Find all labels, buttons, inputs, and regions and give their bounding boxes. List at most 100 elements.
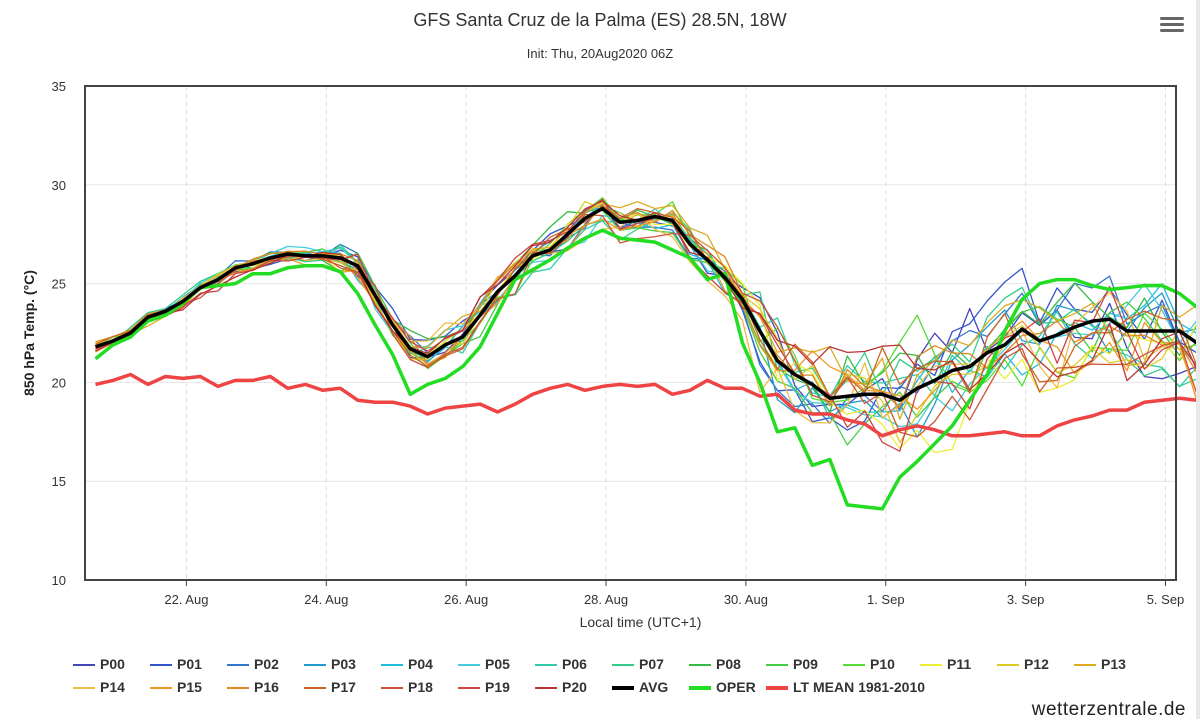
legend-label: P04 <box>408 656 433 672</box>
legend-label: P16 <box>254 679 279 695</box>
legend-item-p18[interactable]: P18 <box>381 677 433 697</box>
y-axis-title: 850 hPa Temp. (°C) <box>21 270 37 396</box>
legend-item-p19[interactable]: P19 <box>458 677 510 697</box>
series-line-p18 <box>96 215 1200 437</box>
legend-label: P18 <box>408 679 433 695</box>
legend-item-p14[interactable]: P14 <box>73 677 125 697</box>
legend-item-p02[interactable]: P02 <box>227 654 279 674</box>
legend-item-p16[interactable]: P16 <box>227 677 279 697</box>
legend-item-p06[interactable]: P06 <box>535 654 587 674</box>
series-line-p01 <box>96 205 1200 430</box>
legend-item-oper[interactable]: OPER <box>689 677 756 697</box>
x-tick-label: 3. Sep <box>1007 592 1045 607</box>
x-tick-label: 5. Sep <box>1147 592 1185 607</box>
legend-item-p11[interactable]: P11 <box>920 654 971 674</box>
y-tick-label: 10 <box>52 573 66 588</box>
legend-swatch <box>843 664 865 666</box>
legend-item-p01[interactable]: P01 <box>150 654 202 674</box>
legend-swatch <box>612 686 634 690</box>
x-tick-label: 30. Aug <box>724 592 768 607</box>
legend-item-avg[interactable]: AVG <box>612 677 668 697</box>
legend-item-p00[interactable]: P00 <box>73 654 125 674</box>
legend-item-p10[interactable]: P10 <box>843 654 895 674</box>
legend-label: P08 <box>716 656 741 672</box>
y-tick-label: 30 <box>52 178 66 193</box>
legend-item-p20[interactable]: P20 <box>535 677 587 697</box>
legend-label: P13 <box>1101 656 1126 672</box>
legend-item-p03[interactable]: P03 <box>304 654 356 674</box>
member-lines <box>96 198 1200 461</box>
x-axis-title: Local time (UTC+1) <box>580 614 702 630</box>
legend-swatch <box>1074 664 1096 666</box>
legend-swatch <box>766 686 788 690</box>
watermark: wetterzentrale.de <box>1032 699 1186 721</box>
legend-label: P06 <box>562 656 587 672</box>
series-line-oper <box>96 230 1200 509</box>
legend-label: P11 <box>947 656 971 672</box>
x-tick-label: 24. Aug <box>304 592 348 607</box>
legend-swatch <box>227 664 249 666</box>
legend-swatch <box>458 687 480 689</box>
legend-swatch <box>689 686 711 690</box>
legend-label: P05 <box>485 656 510 672</box>
legend-label: P03 <box>331 656 356 672</box>
legend-swatch <box>150 687 172 689</box>
legend-label: P02 <box>254 656 279 672</box>
legend-swatch <box>458 664 480 666</box>
x-tick-label: 1. Sep <box>867 592 905 607</box>
legend-label: P14 <box>100 679 125 695</box>
scrollbar-track[interactable] <box>1196 0 1200 719</box>
legend-swatch <box>535 664 557 666</box>
y-tick-label: 25 <box>52 277 66 292</box>
legend-item-p12[interactable]: P12 <box>997 654 1049 674</box>
legend-item-lt-mean-1981-2010[interactable]: LT MEAN 1981-2010 <box>766 677 925 697</box>
legend-label: P09 <box>793 656 818 672</box>
legend-swatch <box>304 687 326 689</box>
series-line-p14 <box>96 214 1200 423</box>
series-line-p17 <box>96 206 1200 396</box>
y-tick-label: 15 <box>52 474 66 489</box>
legend-label: P15 <box>177 679 202 695</box>
series-line-p07 <box>96 213 1200 420</box>
legend-item-p15[interactable]: P15 <box>150 677 202 697</box>
legend-swatch <box>304 664 326 666</box>
legend-swatch <box>766 664 788 666</box>
legend-swatch <box>227 687 249 689</box>
y-tick-label: 35 <box>52 79 66 94</box>
legend-label: P01 <box>177 656 202 672</box>
legend-item-p13[interactable]: P13 <box>1074 654 1126 674</box>
legend-swatch <box>381 664 403 666</box>
legend-item-p07[interactable]: P07 <box>612 654 664 674</box>
legend-item-p08[interactable]: P08 <box>689 654 741 674</box>
y-tick-label: 20 <box>52 375 66 390</box>
legend-item-p05[interactable]: P05 <box>458 654 510 674</box>
legend-swatch <box>535 687 557 689</box>
series-line-p09 <box>96 210 1200 445</box>
x-tick-label: 22. Aug <box>164 592 208 607</box>
legend-label: P20 <box>562 679 587 695</box>
legend-label: P17 <box>331 679 356 695</box>
legend-item-p09[interactable]: P09 <box>766 654 818 674</box>
legend-swatch <box>381 687 403 689</box>
legend-swatch <box>73 687 95 689</box>
legend-swatch <box>689 664 711 666</box>
series-line-p10 <box>96 198 1200 403</box>
legend-swatch <box>150 664 172 666</box>
legend-item-p17[interactable]: P17 <box>304 677 356 697</box>
legend-label: P12 <box>1024 656 1049 672</box>
legend-label: P07 <box>639 656 664 672</box>
legend-swatch <box>920 664 942 666</box>
legend-label: P00 <box>100 656 125 672</box>
legend-label: P10 <box>870 656 895 672</box>
legend-label: AVG <box>639 679 668 695</box>
series-line-p03 <box>96 200 1200 437</box>
legend-item-p04[interactable]: P04 <box>381 654 433 674</box>
legend-swatch <box>612 664 634 666</box>
x-tick-label: 26. Aug <box>444 592 488 607</box>
legend-label: P19 <box>485 679 510 695</box>
legend-swatch <box>73 664 95 666</box>
legend-label: OPER <box>716 679 756 695</box>
